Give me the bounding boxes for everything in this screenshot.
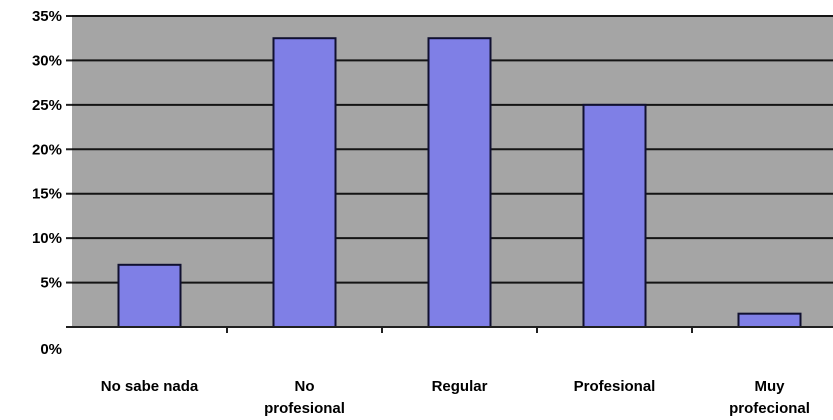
y-tick-label: 35%	[32, 8, 62, 25]
y-tick-label: 0%	[40, 341, 62, 358]
y-tick-label: 30%	[32, 52, 62, 69]
y-tick-label: 20%	[32, 141, 62, 158]
bar	[737, 312, 802, 328]
x-axis-categories: No sabe nada No profesional Regular Profesio…	[101, 327, 810, 417]
x-category-label: Profesional	[574, 378, 656, 395]
x-category-label: Regular	[432, 378, 488, 395]
x-category-label: No sabe nada	[101, 378, 199, 395]
y-tick-label: 5%	[40, 275, 62, 292]
y-tick-label: 25%	[32, 97, 62, 114]
x-category-label: No profesional	[264, 378, 345, 417]
bar	[117, 263, 182, 328]
bar	[582, 103, 647, 328]
bar	[427, 37, 492, 328]
x-category-label: Muy profecional	[729, 378, 810, 417]
bar	[272, 37, 337, 328]
y-tick-label: 10%	[32, 230, 62, 247]
y-tick-label: 15%	[32, 186, 62, 203]
y-axis-ticks: 0% 5% 10% 15% 20% 25% 30% 35%	[32, 8, 72, 358]
